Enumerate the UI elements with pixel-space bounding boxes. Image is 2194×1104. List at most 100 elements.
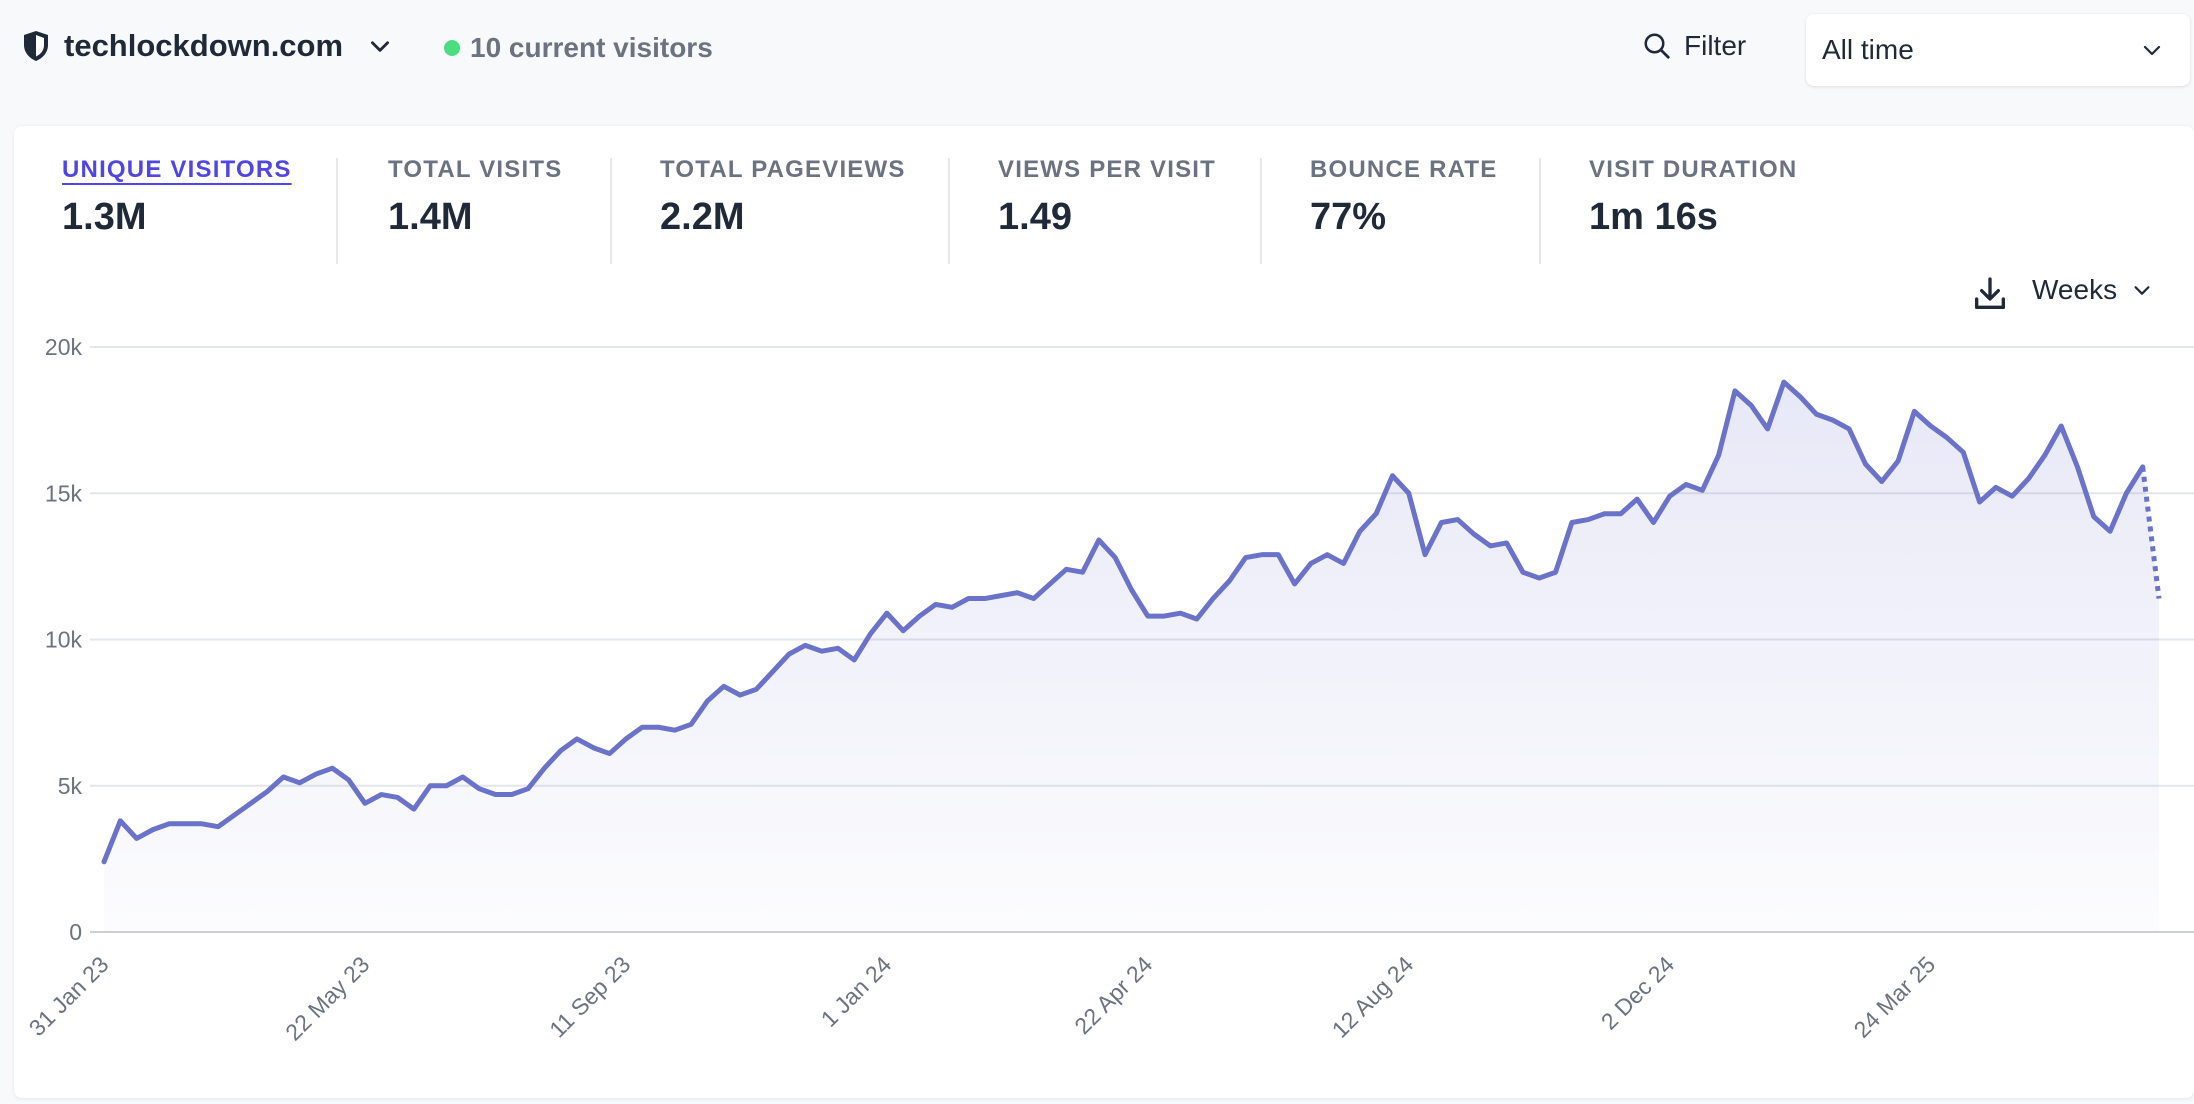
data-point[interactable]: [1434, 516, 1448, 530]
data-point[interactable]: [195, 817, 209, 831]
data-point[interactable]: [554, 744, 568, 758]
data-point[interactable]: [440, 779, 454, 793]
data-point[interactable]: [1010, 586, 1024, 600]
data-point[interactable]: [325, 761, 339, 775]
interval-select[interactable]: Weeks: [2032, 274, 2153, 306]
data-point[interactable]: [488, 788, 502, 802]
data-point[interactable]: [342, 773, 356, 787]
data-point[interactable]: [1695, 483, 1709, 497]
data-point[interactable]: [1614, 507, 1628, 521]
data-point[interactable]: [749, 682, 763, 696]
data-point[interactable]: [1141, 609, 1155, 623]
data-point[interactable]: [1679, 477, 1693, 491]
data-point[interactable]: [1483, 539, 1497, 553]
data-point[interactable]: [1271, 548, 1285, 562]
data-point[interactable]: [179, 817, 193, 831]
data-point[interactable]: [1353, 524, 1367, 538]
data-point[interactable]: [603, 747, 617, 761]
data-point[interactable]: [1304, 556, 1318, 570]
data-point[interactable]: [2022, 472, 2036, 486]
data-point[interactable]: [782, 647, 796, 661]
data-point[interactable]: [733, 688, 747, 702]
metric-total-pageviews[interactable]: TOTAL PAGEVIEWS 2.2M: [660, 156, 906, 239]
data-point[interactable]: [700, 694, 714, 708]
data-point[interactable]: [994, 589, 1008, 603]
data-point[interactable]: [945, 600, 959, 614]
data-point[interactable]: [391, 790, 405, 804]
data-point[interactable]: [717, 679, 731, 693]
data-point[interactable]: [1190, 612, 1204, 626]
data-point[interactable]: [1826, 413, 1840, 427]
data-point[interactable]: [1402, 486, 1416, 500]
data-point[interactable]: [1467, 527, 1481, 541]
data-point[interactable]: [1924, 419, 1938, 433]
data-point[interactable]: [1027, 592, 1041, 606]
data-point[interactable]: [1255, 548, 1269, 562]
data-point[interactable]: [1940, 431, 1954, 445]
data-point[interactable]: [1728, 384, 1742, 398]
data-point[interactable]: [1597, 507, 1611, 521]
data-point[interactable]: [1777, 375, 1791, 389]
data-point[interactable]: [1385, 469, 1399, 483]
data-point[interactable]: [961, 592, 975, 606]
data-point[interactable]: [374, 788, 388, 802]
data-point[interactable]: [1076, 565, 1090, 579]
data-point[interactable]: [260, 785, 274, 799]
data-point[interactable]: [1108, 551, 1122, 565]
metric-bounce-rate[interactable]: BOUNCE RATE 77%: [1310, 156, 1497, 239]
data-point[interactable]: [211, 820, 225, 834]
data-point[interactable]: [1059, 562, 1073, 576]
data-point[interactable]: [1565, 516, 1579, 530]
data-point[interactable]: [456, 770, 470, 784]
data-point[interactable]: [831, 641, 845, 655]
data-point[interactable]: [1369, 507, 1383, 521]
data-point[interactable]: [1973, 495, 1987, 509]
data-point[interactable]: [1173, 606, 1187, 620]
data-point[interactable]: [668, 723, 682, 737]
data-point[interactable]: [1222, 574, 1236, 588]
data-point[interactable]: [635, 720, 649, 734]
data-point[interactable]: [1549, 565, 1563, 579]
data-point[interactable]: [2103, 524, 2117, 538]
data-point[interactable]: [358, 796, 372, 810]
data-point[interactable]: [570, 732, 584, 746]
visitors-chart[interactable]: 0 5k 10k 15k 20k 31 Jan 23 22 May 23 11 Sep 23…: [14, 126, 2194, 1098]
data-point[interactable]: [1532, 571, 1546, 585]
data-point[interactable]: [423, 779, 437, 793]
data-point[interactable]: [619, 732, 633, 746]
data-point[interactable]: [2119, 486, 2133, 500]
data-point[interactable]: [1907, 404, 1921, 418]
data-point[interactable]: [1646, 516, 1660, 530]
data-point[interactable]: [652, 720, 666, 734]
data-point[interactable]: [2070, 460, 2084, 474]
data-point[interactable]: [1125, 583, 1139, 597]
data-point[interactable]: [1206, 592, 1220, 606]
data-point[interactable]: [1989, 480, 2003, 494]
data-point[interactable]: [798, 638, 812, 652]
data-point[interactable]: [2038, 448, 2052, 462]
data-point[interactable]: [2005, 489, 2019, 503]
data-point[interactable]: [864, 627, 878, 641]
data-point[interactable]: [1337, 556, 1351, 570]
data-point[interactable]: [521, 782, 535, 796]
data-point[interactable]: [2136, 460, 2150, 474]
filter-button[interactable]: Filter: [1642, 30, 1746, 62]
data-point[interactable]: [244, 796, 258, 810]
period-select[interactable]: All time: [1806, 14, 2190, 86]
data-point[interactable]: [97, 855, 111, 869]
data-point[interactable]: [766, 665, 780, 679]
data-point[interactable]: [1581, 513, 1595, 527]
data-point[interactable]: [912, 609, 926, 623]
data-point[interactable]: [1663, 489, 1677, 503]
data-point[interactable]: [586, 741, 600, 755]
data-point[interactable]: [1875, 475, 1889, 489]
data-point[interactable]: [1092, 533, 1106, 547]
data-point[interactable]: [2152, 592, 2166, 606]
data-point[interactable]: [684, 717, 698, 731]
metric-visit-duration[interactable]: VISIT DURATION 1m 16s: [1589, 156, 1797, 239]
data-point[interactable]: [113, 814, 127, 828]
data-point[interactable]: [146, 823, 160, 837]
data-point[interactable]: [1712, 448, 1726, 462]
download-icon[interactable]: [1970, 274, 2010, 314]
data-point[interactable]: [2087, 510, 2101, 524]
